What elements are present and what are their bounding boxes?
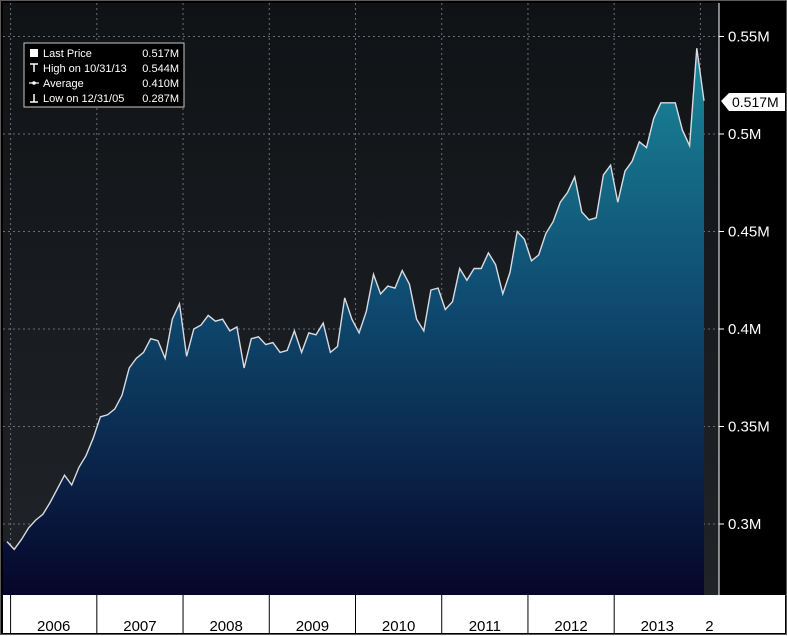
x-tick-label: 2009	[296, 618, 329, 635]
x-tick-label: 2	[705, 618, 713, 635]
legend-item-square: Last Price 0.517M	[30, 48, 179, 60]
y-tick-label: 0.5M	[728, 126, 761, 143]
legend-item-average: Average 0.410M	[29, 78, 179, 90]
y-axis: 0.3M 0.35M 0.4M 0.45M 0.5M 0.55M	[719, 29, 770, 533]
x-tick-label: 2011	[469, 618, 501, 635]
y-tick-label: 0.3M	[728, 516, 761, 533]
legend-label: Low on 12/31/05	[43, 93, 124, 105]
x-axis-strip	[3, 595, 785, 633]
last-value-text: 0.517M	[732, 94, 779, 110]
low-marker-icon	[30, 94, 38, 103]
legend-value: 0.517M	[142, 48, 179, 60]
y-tick-label: 0.55M	[728, 29, 770, 46]
y-tick-label: 0.4M	[728, 321, 761, 338]
legend-value: 0.410M	[142, 78, 179, 90]
legend-box	[23, 42, 185, 108]
series-area-last-price	[3, 48, 704, 595]
square-icon	[30, 49, 38, 57]
last-value-label: 0.517M	[721, 93, 785, 111]
legend-label: Average	[43, 78, 84, 90]
x-axis: 2006 2007 2008 2009 2010 2011 2012 2013 2	[10, 595, 714, 635]
legend-label: Last Price	[43, 48, 92, 60]
y-tick-label: 0.45M	[728, 224, 770, 241]
high-marker-icon	[30, 63, 38, 72]
x-tick-label: 2008	[209, 618, 242, 635]
legend-value: 0.544M	[142, 63, 179, 75]
series-line-last-price	[6, 48, 705, 551]
average-marker-icon	[29, 81, 39, 85]
x-tick-label: 2007	[123, 618, 156, 635]
x-tick-label: 2006	[37, 618, 70, 635]
x-tick-label: 2012	[554, 618, 587, 635]
last-value-pointer	[721, 93, 785, 111]
legend-label: High on 10/31/13	[43, 63, 127, 75]
x-tick-label: 2010	[382, 618, 415, 635]
legend-item-low: Low on 12/31/05 0.287M	[30, 93, 179, 105]
legend-value: 0.287M	[142, 93, 179, 105]
x-tick-label: 2013	[641, 618, 674, 635]
legend-item-high: High on 10/31/13 0.544M	[30, 63, 179, 75]
y-tick-label: 0.35M	[728, 419, 770, 436]
legend: Last Price 0.517M High on 10/31/13 0.544M Av…	[23, 42, 185, 108]
